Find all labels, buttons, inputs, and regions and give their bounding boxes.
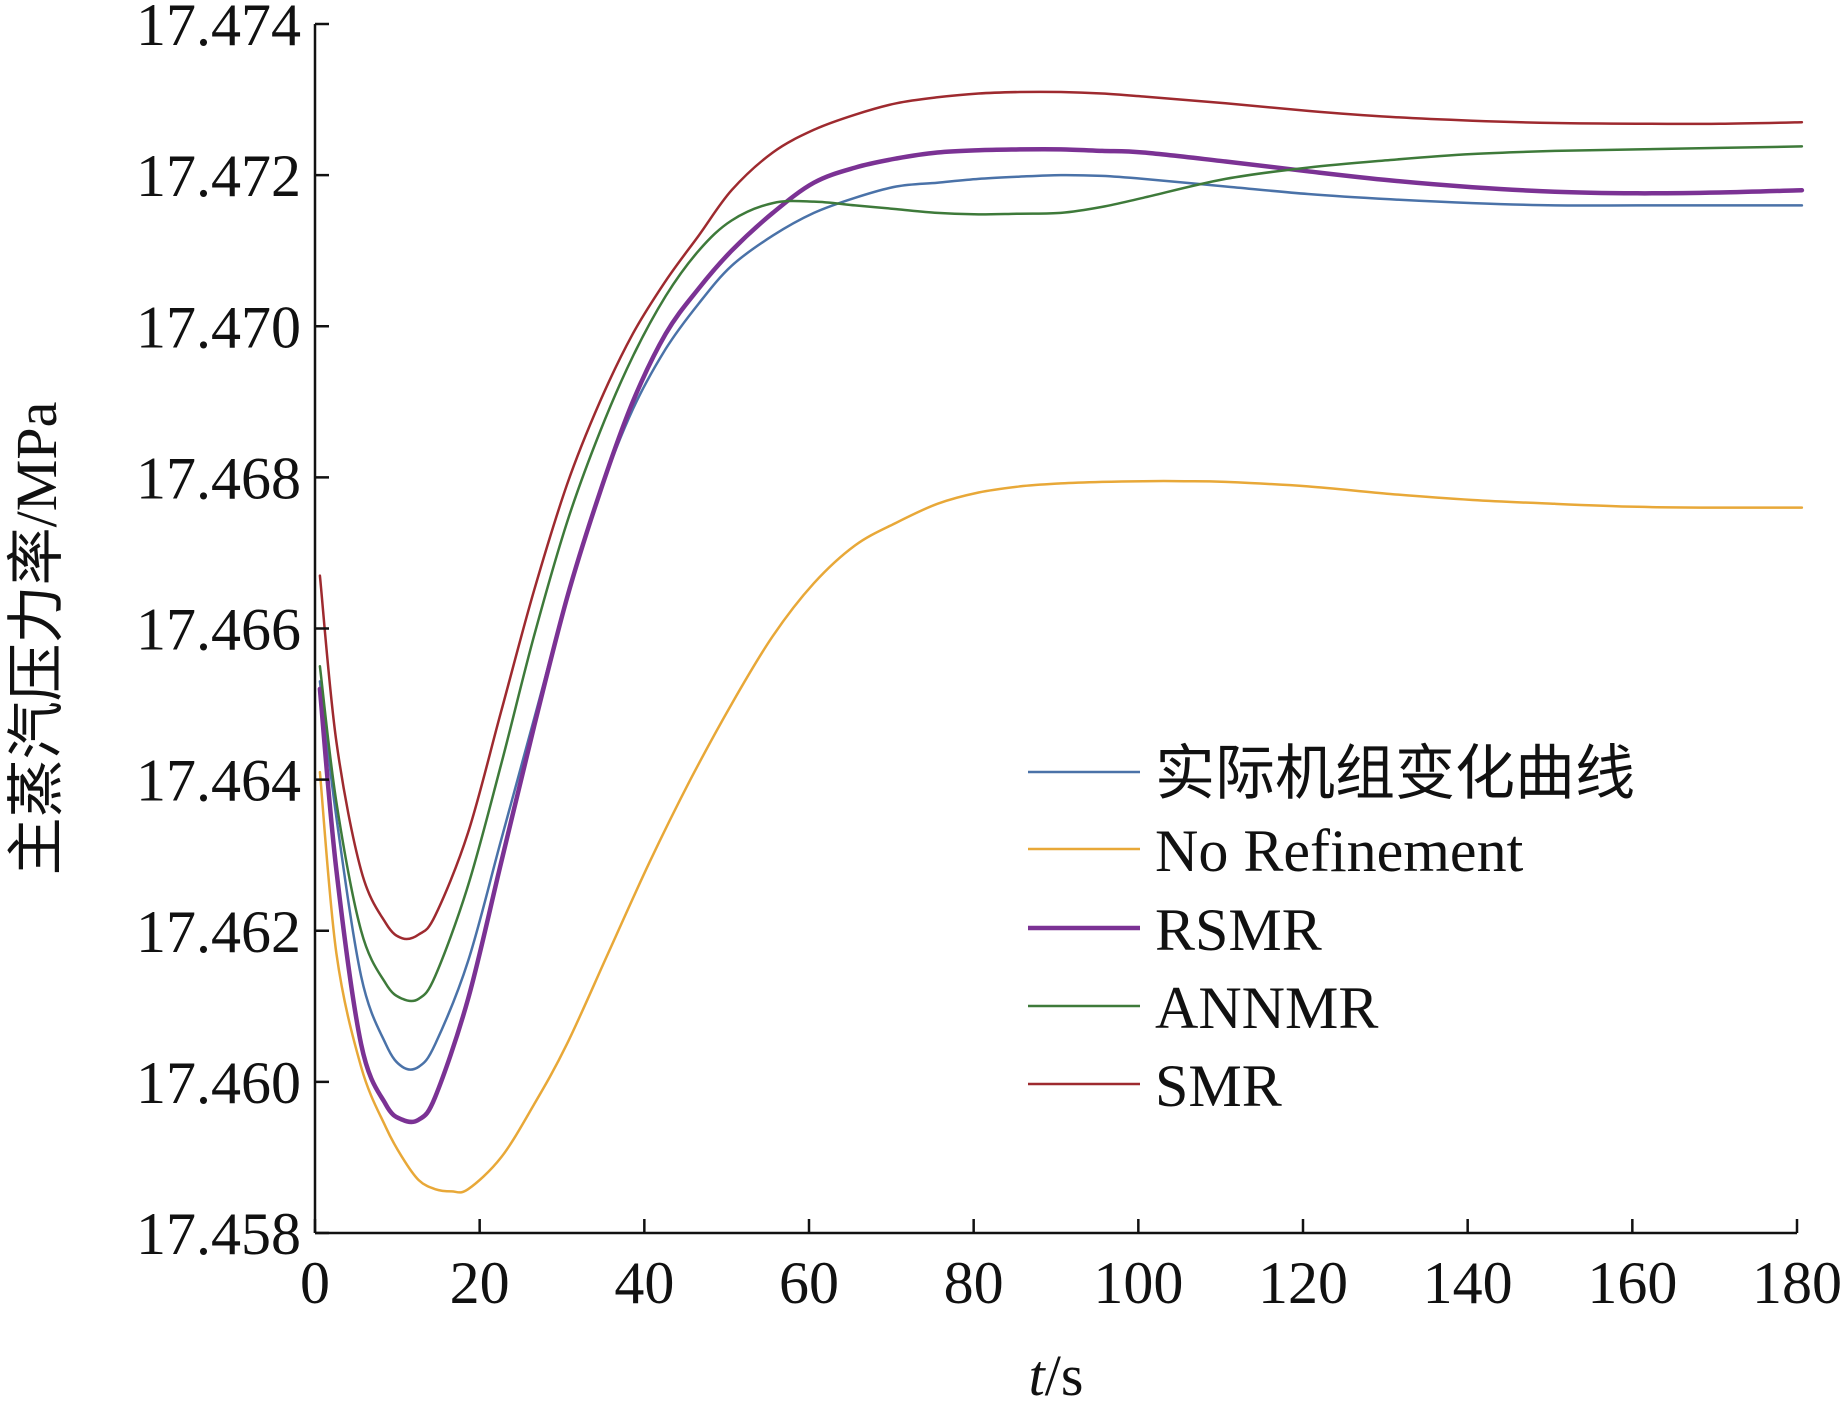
x-tick-label: 180 <box>1752 1250 1842 1316</box>
legend-label: No Refinement <box>1155 818 1524 884</box>
legend-label: RSMR <box>1155 897 1322 963</box>
legend: 实际机组变化曲线 No Refinement RSMR ANNMR SMR <box>1028 741 1635 1119</box>
x-tick-label: 20 <box>450 1250 510 1316</box>
legend-label: ANNMR <box>1155 975 1378 1041</box>
y-tick-label: 17.460 <box>136 1050 301 1116</box>
y-tick-label: 17.458 <box>136 1201 301 1267</box>
legend-label: SMR <box>1155 1053 1282 1119</box>
y-tick-label: 17.472 <box>136 143 301 209</box>
y-axis-ticks: 17.458 17.460 17.462 17.464 17.466 17.468 17.4… <box>136 0 329 1267</box>
series-line <box>318 145 1804 1003</box>
series-line <box>318 479 1804 1194</box>
y-tick-label: 17.474 <box>136 0 301 58</box>
x-tick-label: 40 <box>614 1250 674 1316</box>
x-tick-label: 140 <box>1423 1250 1513 1316</box>
series-line <box>317 147 1805 1125</box>
x-tick-label: 60 <box>779 1250 839 1316</box>
y-tick-label: 17.464 <box>136 748 301 814</box>
y-tick-label: 17.466 <box>136 597 301 663</box>
y-tick-label: 17.468 <box>136 445 301 511</box>
series-layer <box>317 90 1805 1194</box>
y-tick-label: 17.470 <box>136 294 301 360</box>
x-tick-label: 160 <box>1587 1250 1677 1316</box>
x-tick-label: 120 <box>1258 1250 1348 1316</box>
series-line <box>318 173 1804 1071</box>
y-axis-title: 主蒸汽压力率/MPa <box>4 402 69 876</box>
x-tick-label: 80 <box>944 1250 1004 1316</box>
x-axis-title: t/s <box>1029 1343 1084 1407</box>
series-line <box>318 90 1804 941</box>
x-tick-label: 100 <box>1093 1250 1183 1316</box>
x-axis-ticks: 0 20 40 60 80 100 120 140 160 180 <box>300 1219 1842 1316</box>
legend-label: 实际机组变化曲线 <box>1155 741 1635 807</box>
y-tick-label: 17.462 <box>136 899 301 965</box>
x-tick-label: 0 <box>300 1250 330 1316</box>
